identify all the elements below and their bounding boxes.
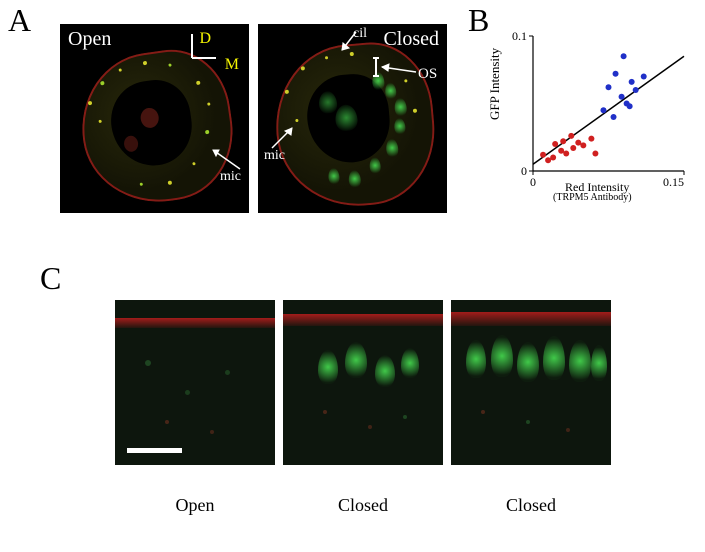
panel-c-image-2 <box>283 300 443 465</box>
panel-c-image-1 <box>115 300 275 465</box>
mic-label-open: mic <box>220 169 241 185</box>
scatter-chart-svg: 0 0.15 0 0.1 <box>505 30 690 205</box>
svg-text:0: 0 <box>530 175 536 189</box>
panel-label-b: B <box>468 2 489 39</box>
red-band-1 <box>115 318 275 328</box>
panel-c-label-1: Open <box>115 495 275 516</box>
panel-label-c: C <box>40 260 61 297</box>
cil-label: cil <box>353 26 367 42</box>
panel-a-open-image: Open D M mic <box>60 24 249 213</box>
scalebar <box>127 448 182 453</box>
svg-text:0.1: 0.1 <box>512 30 527 43</box>
red-band-3 <box>451 312 611 326</box>
panel-c-image-3 <box>451 300 611 465</box>
panel-a-closed-title: Closed <box>383 28 439 51</box>
red-band-2 <box>283 314 443 326</box>
svg-text:0.15: 0.15 <box>663 175 684 189</box>
panel-c-label-3: Closed <box>451 495 611 516</box>
panel-label-a: A <box>8 2 31 39</box>
os-label: OS <box>418 66 437 83</box>
svg-text:0: 0 <box>521 164 527 178</box>
x-axis-label-line2: (TRPM5 Antibody) <box>553 192 632 203</box>
orientation-axes-icon <box>189 32 219 62</box>
mic-label-closed: mic <box>264 148 285 164</box>
panel-a-open-title: Open <box>68 28 111 51</box>
scatter-chart: 00.1500.1 GFP Intensity Red Intensity (T… <box>505 30 690 205</box>
orientation-m-label: M <box>225 56 239 74</box>
panel-a-closed-image: Closed cil OS mic <box>258 24 447 213</box>
panel-c-label-2: Closed <box>283 495 443 516</box>
y-axis-label: GFP Intensity <box>487 48 503 120</box>
